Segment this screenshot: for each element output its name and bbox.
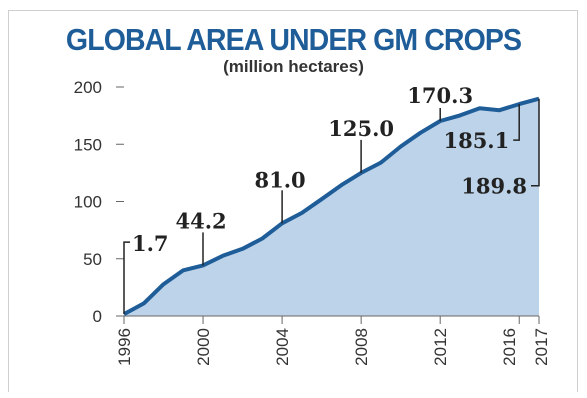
x-tick-label: 2004: [273, 328, 292, 366]
x-tick-label: 2017: [532, 328, 551, 366]
data-label: 44.2: [175, 208, 226, 233]
data-label: 185.1: [443, 128, 509, 153]
annotation-leader: [513, 104, 520, 141]
chart-frame: [8, 10, 578, 392]
x-tick-label: 2008: [352, 328, 371, 366]
series-line: [123, 96, 540, 316]
y-tick-label: 0: [93, 307, 102, 326]
x-tick-label: 2012: [431, 328, 450, 366]
data-label: 170.3: [407, 83, 473, 108]
chart-title: GLOBAL AREA UNDER GM CROPS: [65, 22, 522, 57]
y-tick-label: 50: [83, 250, 102, 269]
area-fill: [124, 98, 539, 316]
data-label: 125.0: [328, 116, 394, 141]
annotation-leader: [531, 98, 540, 187]
chart-subtitle: (million hectares): [223, 57, 364, 76]
x-tick-label: 2000: [194, 328, 213, 366]
y-tick-label: 100: [74, 193, 102, 212]
data-label: 189.8: [461, 174, 527, 199]
data-label: 1.7: [132, 231, 169, 256]
y-tick-label: 150: [74, 135, 102, 154]
y-tick-label: 200: [74, 78, 102, 97]
x-tick-label: 1996: [115, 328, 134, 366]
annotation-leader: [123, 241, 130, 315]
x-tick-label: 2016: [500, 328, 519, 366]
data-label: 81.0: [255, 167, 306, 192]
